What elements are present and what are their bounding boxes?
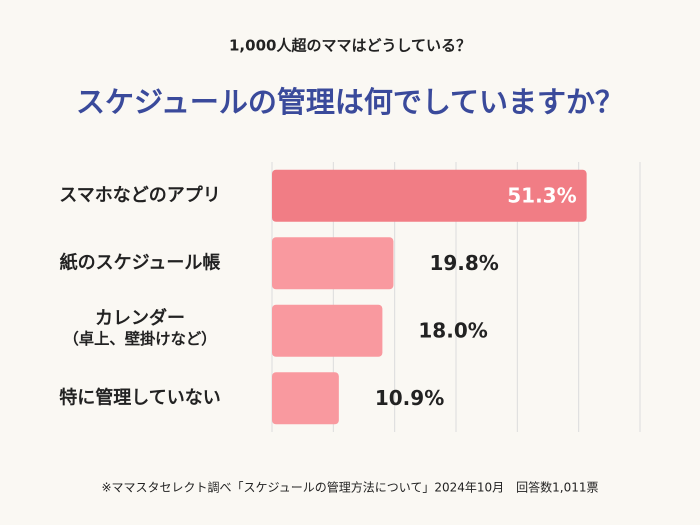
bar: [272, 372, 339, 425]
chart-subtitle: 1,000人超のママはどうしている？: [229, 37, 471, 55]
bar: [272, 237, 394, 290]
bar: [272, 304, 383, 357]
value-label: 18.0%: [418, 318, 487, 342]
category-label: 紙のスケジュール帳: [60, 251, 221, 273]
category-label: カレンダー（卓上、壁掛けなど）: [64, 307, 217, 347]
category-label: 特に管理していない: [59, 386, 220, 408]
bar: [272, 169, 587, 222]
chart-title: スケジュールの管理は何でしていますか？: [76, 85, 624, 119]
value-label: 19.8%: [429, 251, 498, 275]
value-label: 10.9%: [375, 386, 444, 410]
category-label: スマホなどのアプリ: [59, 184, 220, 206]
value-label: 51.3%: [507, 183, 576, 207]
source-note: ※ママスタセレクト調べ「スケジュールの管理方法について」2024年10月 回答数…: [101, 480, 598, 495]
